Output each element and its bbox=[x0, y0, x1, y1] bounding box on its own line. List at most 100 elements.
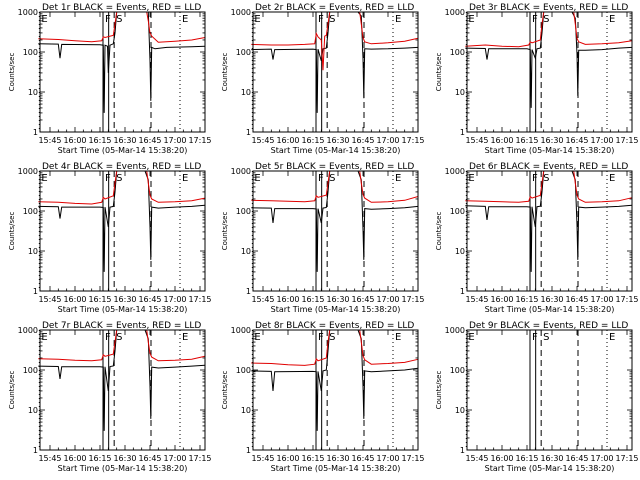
marker-label: S bbox=[543, 332, 549, 343]
x-axis-label: Start Time (05-Mar-14 15:38:20) bbox=[58, 305, 188, 314]
x-tick-label: 16:00 bbox=[276, 136, 299, 145]
marker-label: E bbox=[609, 332, 615, 343]
x-tick-label: 16:00 bbox=[276, 295, 299, 304]
panel-title: Det 9r BLACK = Events, RED = LLD bbox=[469, 321, 628, 331]
x-tick-label: 17:00 bbox=[590, 454, 613, 463]
marker-label: S bbox=[116, 14, 122, 25]
panel-det-9: Det 9r BLACK = Events, RED = LLD Counts/s… bbox=[435, 321, 639, 473]
panel-det-1: Det 1r BLACK = Events, RED = LLD Counts/s… bbox=[8, 3, 212, 155]
series-line-lld bbox=[465, 170, 633, 203]
marker-label: F bbox=[318, 14, 324, 25]
y-tick-label: 1 bbox=[460, 446, 465, 455]
marker-label: E bbox=[395, 14, 401, 25]
x-tick-label: 15:45 bbox=[38, 295, 61, 304]
x-tick-label: 16:15 bbox=[515, 295, 538, 304]
x-tick-label: 16:00 bbox=[490, 295, 513, 304]
panel-title: Det 7r BLACK = Events, RED = LLD bbox=[42, 321, 201, 331]
y-tick-label: 10 bbox=[241, 406, 251, 415]
marker-label: F bbox=[105, 14, 111, 25]
x-tick-label: 16:30 bbox=[113, 136, 136, 145]
marker-label: S bbox=[329, 173, 335, 184]
y-axis-label: Counts/sec bbox=[435, 212, 443, 251]
series-line-lld bbox=[38, 170, 206, 205]
x-tick-label: 16:30 bbox=[113, 295, 136, 304]
x-tick-label: 17:15 bbox=[401, 295, 424, 304]
y-tick-label: 1 bbox=[33, 287, 38, 296]
marker-label: S bbox=[116, 173, 122, 184]
marker-label: E bbox=[468, 332, 474, 343]
marker-label: F bbox=[105, 173, 111, 184]
x-tick-label: 15:45 bbox=[38, 454, 61, 463]
series-line-lld bbox=[251, 329, 419, 366]
plot-frame bbox=[252, 329, 419, 451]
marker-label: E bbox=[254, 332, 260, 343]
x-axis-label: Start Time (05-Mar-14 15:38:20) bbox=[271, 305, 401, 314]
y-tick-label: 1 bbox=[33, 446, 38, 455]
marker-label: E bbox=[395, 173, 401, 184]
marker-label: E bbox=[41, 332, 47, 343]
x-tick-label: 16:45 bbox=[138, 295, 161, 304]
x-tick-label: 17:00 bbox=[376, 454, 399, 463]
y-tick-label: 1000 bbox=[445, 167, 465, 176]
series-line-events bbox=[251, 11, 419, 113]
x-tick-label: 15:45 bbox=[251, 295, 274, 304]
x-tick-label: 17:15 bbox=[615, 295, 638, 304]
x-tick-label: 16:00 bbox=[63, 295, 86, 304]
y-tick-label: 1 bbox=[246, 446, 251, 455]
y-tick-label: 10 bbox=[455, 406, 465, 415]
x-tick-label: 16:45 bbox=[351, 136, 374, 145]
y-tick-label: 10 bbox=[241, 247, 251, 256]
x-tick-label: 16:45 bbox=[351, 295, 374, 304]
series-line-lld bbox=[38, 329, 206, 362]
marker-label: E bbox=[468, 173, 474, 184]
panel-title: Det 2r BLACK = Events, RED = LLD bbox=[255, 3, 414, 13]
panel-title: Det 6r BLACK = Events, RED = LLD bbox=[469, 162, 628, 172]
series-line-events bbox=[38, 170, 206, 272]
plot-frame bbox=[466, 329, 633, 451]
y-tick-label: 1000 bbox=[231, 326, 251, 335]
y-tick-label: 100 bbox=[236, 48, 251, 57]
marker-label: F bbox=[532, 173, 538, 184]
marker-label: S bbox=[543, 173, 549, 184]
y-axis-label: Counts/sec bbox=[221, 371, 229, 410]
x-tick-label: 16:30 bbox=[540, 295, 563, 304]
series-line-events bbox=[465, 11, 633, 108]
x-tick-label: 16:30 bbox=[326, 295, 349, 304]
panel-det-6: Det 6r BLACK = Events, RED = LLD Counts/s… bbox=[435, 162, 639, 314]
plot-frame bbox=[39, 11, 206, 133]
panel-title: Det 4r BLACK = Events, RED = LLD bbox=[42, 162, 201, 172]
x-tick-label: 15:45 bbox=[465, 136, 488, 145]
panel-title: Det 5r BLACK = Events, RED = LLD bbox=[255, 162, 414, 172]
x-tick-label: 16:15 bbox=[88, 295, 111, 304]
x-tick-label: 16:00 bbox=[490, 136, 513, 145]
x-tick-label: 16:30 bbox=[326, 454, 349, 463]
series-line-events bbox=[38, 329, 206, 431]
x-tick-label: 16:45 bbox=[565, 295, 588, 304]
x-tick-label: 16:00 bbox=[276, 454, 299, 463]
x-axis-label: Start Time (05-Mar-14 15:38:20) bbox=[485, 464, 615, 473]
marker-label: S bbox=[329, 332, 335, 343]
x-axis-label: Start Time (05-Mar-14 15:38:20) bbox=[485, 305, 615, 314]
y-tick-label: 1 bbox=[460, 287, 465, 296]
y-tick-label: 1000 bbox=[445, 326, 465, 335]
panel-title: Det 1r BLACK = Events, RED = LLD bbox=[42, 3, 201, 13]
x-tick-label: 16:00 bbox=[490, 454, 513, 463]
y-tick-label: 1 bbox=[33, 128, 38, 137]
marker-label: E bbox=[41, 14, 47, 25]
x-tick-label: 16:30 bbox=[540, 136, 563, 145]
y-tick-label: 1000 bbox=[18, 8, 38, 17]
y-tick-label: 100 bbox=[236, 366, 251, 375]
y-tick-label: 10 bbox=[28, 88, 38, 97]
x-tick-label: 17:15 bbox=[615, 136, 638, 145]
y-tick-label: 100 bbox=[450, 207, 465, 216]
marker-label: F bbox=[318, 332, 324, 343]
marker-label: E bbox=[254, 14, 260, 25]
plot-frame bbox=[466, 170, 633, 292]
y-tick-label: 1 bbox=[246, 287, 251, 296]
x-tick-label: 15:45 bbox=[465, 295, 488, 304]
x-tick-label: 15:45 bbox=[251, 454, 274, 463]
x-axis-label: Start Time (05-Mar-14 15:38:20) bbox=[271, 146, 401, 155]
marker-label: F bbox=[318, 173, 324, 184]
y-tick-label: 1000 bbox=[231, 167, 251, 176]
